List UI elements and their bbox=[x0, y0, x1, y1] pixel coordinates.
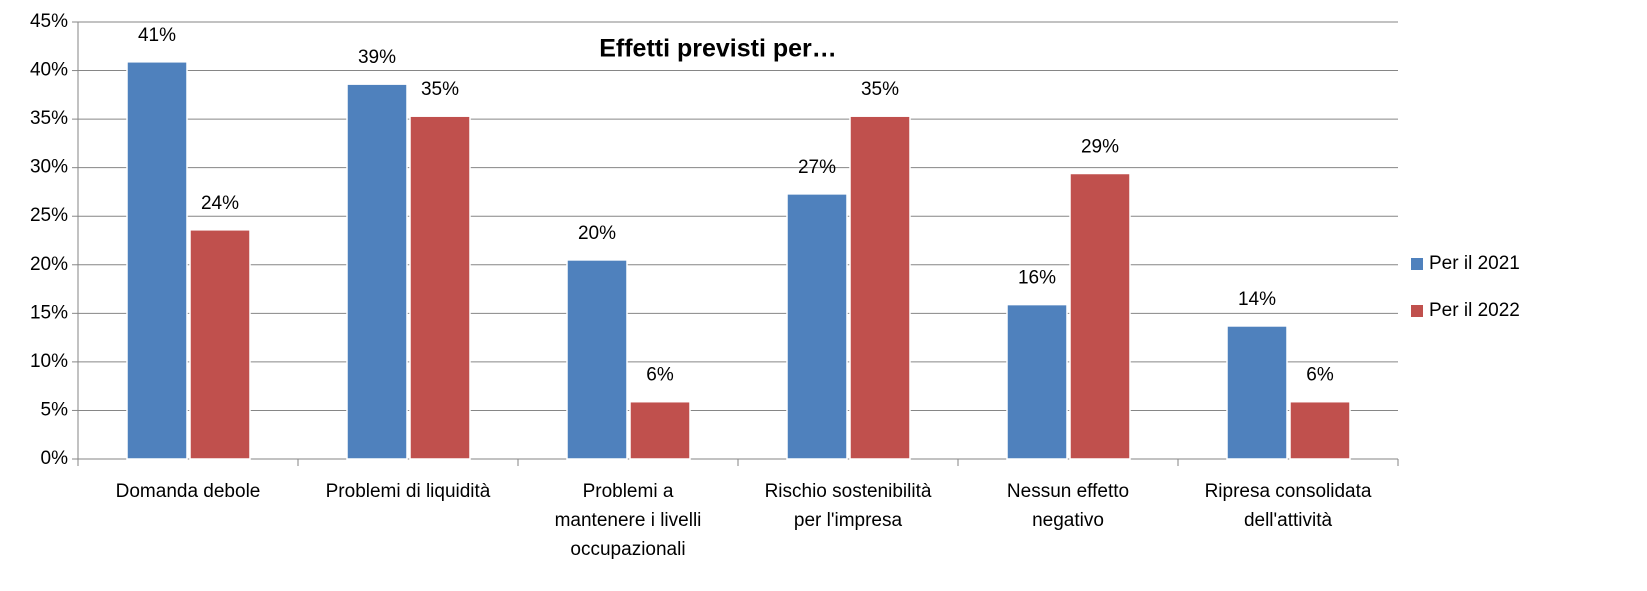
chart-title: Effetti previsti per… bbox=[599, 35, 837, 63]
legend-label: Per il 2021 bbox=[1429, 253, 1520, 274]
x-tick-label: Problemi di liquidità bbox=[325, 481, 491, 502]
data-label: 29% bbox=[1081, 137, 1119, 158]
bar bbox=[1226, 325, 1288, 460]
bar bbox=[189, 229, 251, 460]
y-tick-label: 0% bbox=[41, 448, 69, 469]
data-label: 35% bbox=[421, 79, 459, 100]
bar bbox=[566, 259, 628, 460]
data-label: 27% bbox=[798, 157, 836, 178]
y-tick-label: 40% bbox=[30, 60, 68, 81]
x-tick-label: Problemi a mantenere i livelli occupazio… bbox=[554, 481, 702, 560]
bar bbox=[629, 400, 691, 460]
data-label: 35% bbox=[861, 79, 899, 100]
y-tick-label: 5% bbox=[41, 399, 69, 420]
y-tick-label: 20% bbox=[30, 254, 68, 275]
data-label: 6% bbox=[1306, 365, 1334, 386]
data-label: 24% bbox=[201, 193, 239, 214]
data-label: 20% bbox=[578, 223, 616, 244]
x-tick-label: Nessun effetto negativo bbox=[1006, 481, 1130, 531]
y-tick-label: 15% bbox=[30, 302, 68, 323]
bar bbox=[786, 193, 848, 460]
x-tick-label: Ripresa consolidata dell'attività bbox=[1204, 481, 1372, 531]
bar bbox=[409, 115, 471, 460]
bar bbox=[126, 61, 188, 460]
y-tick-label: 10% bbox=[30, 351, 68, 372]
data-label: 16% bbox=[1018, 268, 1056, 289]
data-label: 41% bbox=[138, 25, 176, 46]
y-tick-label: 25% bbox=[30, 205, 68, 226]
x-tick-label: Domanda debole bbox=[115, 481, 261, 502]
y-tick-label: 45% bbox=[30, 11, 68, 32]
legend-swatch bbox=[1411, 305, 1423, 317]
y-tick-label: 35% bbox=[30, 108, 68, 129]
data-label: 39% bbox=[358, 47, 396, 68]
x-tick-label: Rischio sostenibilità per l'impresa bbox=[764, 481, 932, 531]
data-label: 6% bbox=[646, 365, 674, 386]
legend-label: Per il 2022 bbox=[1429, 300, 1520, 321]
bar bbox=[1069, 172, 1131, 460]
y-tick-label: 30% bbox=[30, 157, 68, 178]
bar bbox=[346, 83, 408, 460]
bar bbox=[849, 115, 911, 460]
bar bbox=[1289, 400, 1351, 460]
legend-swatch bbox=[1411, 258, 1423, 270]
bar bbox=[1006, 303, 1068, 460]
data-label: 14% bbox=[1238, 289, 1276, 310]
